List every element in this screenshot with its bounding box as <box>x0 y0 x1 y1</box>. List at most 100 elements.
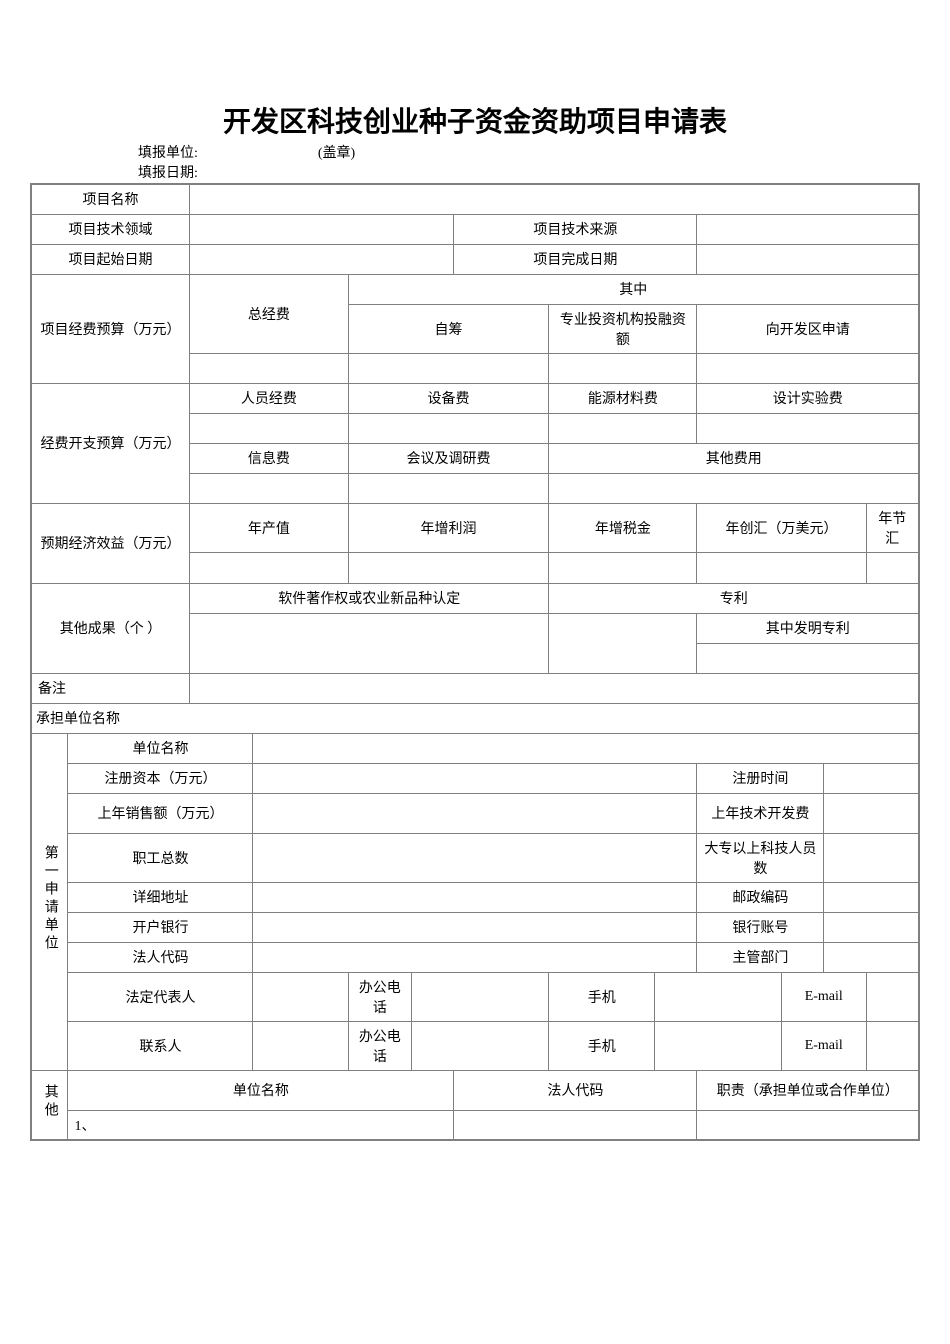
field-total-staff[interactable] <box>253 833 697 882</box>
label-tech-field: 项目技术领域 <box>31 214 190 244</box>
row-1-resp[interactable] <box>697 1110 919 1140</box>
field-tech-source[interactable] <box>697 214 919 244</box>
label-budget: 项目经费预算（万元） <box>31 274 190 383</box>
field-address[interactable] <box>253 882 697 912</box>
field-office-phone2[interactable] <box>412 1021 549 1070</box>
label-pro-invest: 专业投资机构投融资额 <box>549 304 697 353</box>
field-info[interactable] <box>190 473 349 503</box>
field-other-cost[interactable] <box>549 473 919 503</box>
field-apply-dev[interactable] <box>697 353 919 383</box>
field-self-raised[interactable] <box>348 353 549 383</box>
field-project-name[interactable] <box>190 184 919 214</box>
field-end-date[interactable] <box>697 244 919 274</box>
label-bank: 开户银行 <box>68 912 253 942</box>
field-last-rd[interactable] <box>824 793 919 833</box>
label-expense-budget: 经费开支预算（万元） <box>31 383 190 503</box>
label-equipment: 设备费 <box>348 383 549 413</box>
label-other: 其他 <box>31 1070 68 1140</box>
field-invention-patent[interactable] <box>697 643 919 673</box>
label-annual-tax: 年增税金 <box>549 503 697 553</box>
field-postcode[interactable] <box>824 882 919 912</box>
subheader: 填报单位: (盖章) 填报日期: <box>30 144 920 183</box>
field-total-cost[interactable] <box>190 353 349 383</box>
field-last-sales[interactable] <box>253 793 697 833</box>
field-legal-code[interactable] <box>253 942 697 972</box>
field-mobile2[interactable] <box>655 1021 782 1070</box>
label-info: 信息费 <box>190 443 349 473</box>
field-equipment[interactable] <box>348 413 549 443</box>
label-invention-patent: 其中发明专利 <box>697 613 919 643</box>
field-remarks[interactable] <box>190 673 919 703</box>
label-annual-profit: 年增利润 <box>348 503 549 553</box>
application-form-table: 项目名称 项目技术领域 项目技术来源 项目起始日期 项目完成日期 项目经费预算（… <box>30 183 920 1141</box>
label-end-date: 项目完成日期 <box>454 244 697 274</box>
field-unit-name[interactable] <box>253 733 919 763</box>
label-annual-forex: 年创汇（万美元） <box>697 503 866 553</box>
label-email1: E-mail <box>781 972 866 1021</box>
label-project-name: 项目名称 <box>31 184 190 214</box>
label-unit-name2: 单位名称 <box>68 1070 454 1110</box>
field-reg-time[interactable] <box>824 763 919 793</box>
label-email2: E-mail <box>781 1021 866 1070</box>
label-last-rd: 上年技术开发费 <box>697 793 824 833</box>
field-email2[interactable] <box>866 1021 919 1070</box>
field-college-staff[interactable] <box>824 833 919 882</box>
label-office-phone2: 办公电话 <box>348 1021 411 1070</box>
row-1-name[interactable]: 1、 <box>68 1110 454 1140</box>
label-contact: 联系人 <box>68 1021 253 1070</box>
label-meeting: 会议及调研费 <box>348 443 549 473</box>
field-annual-forex[interactable] <box>697 553 866 583</box>
row-1-code[interactable] <box>454 1110 697 1140</box>
label-start-date: 项目起始日期 <box>31 244 190 274</box>
label-unit-name: 单位名称 <box>68 733 253 763</box>
label-college-staff: 大专以上科技人员数 <box>697 833 824 882</box>
label-supervisor: 主管部门 <box>697 942 824 972</box>
label-of-which: 其中 <box>348 274 919 304</box>
label-address: 详细地址 <box>68 882 253 912</box>
field-annual-tax[interactable] <box>549 553 697 583</box>
field-account[interactable] <box>824 912 919 942</box>
label-legal-rep: 法定代表人 <box>68 972 253 1021</box>
field-design[interactable] <box>697 413 919 443</box>
label-design: 设计实验费 <box>697 383 919 413</box>
label-postcode: 邮政编码 <box>697 882 824 912</box>
label-legal-code2: 法人代码 <box>454 1070 697 1110</box>
field-email1[interactable] <box>866 972 919 1021</box>
form-title: 开发区科技创业种子资金资助项目申请表 <box>30 100 920 140</box>
field-meeting[interactable] <box>348 473 549 503</box>
field-start-date[interactable] <box>190 244 454 274</box>
date-label: 填报日期: <box>138 164 920 184</box>
label-remarks: 备注 <box>31 673 190 703</box>
label-personnel: 人员经费 <box>190 383 349 413</box>
label-apply-dev: 向开发区申请 <box>697 304 919 353</box>
field-annual-profit[interactable] <box>348 553 549 583</box>
field-mobile1[interactable] <box>655 972 782 1021</box>
field-personnel[interactable] <box>190 413 349 443</box>
field-annual-output[interactable] <box>190 553 349 583</box>
label-responsibility: 职责（承担单位或合作单位） <box>697 1070 919 1110</box>
label-total-staff: 职工总数 <box>68 833 253 882</box>
label-total-cost: 总经费 <box>190 274 349 353</box>
field-patent[interactable] <box>549 613 697 673</box>
field-supervisor[interactable] <box>824 942 919 972</box>
field-bank[interactable] <box>253 912 697 942</box>
field-office-phone1[interactable] <box>412 972 549 1021</box>
label-legal-code: 法人代码 <box>68 942 253 972</box>
field-annual-save[interactable] <box>866 553 919 583</box>
label-energy: 能源材料费 <box>549 383 697 413</box>
field-software[interactable] <box>190 613 549 673</box>
label-other-results: 其他成果（个 ） <box>31 583 190 673</box>
field-contact[interactable] <box>253 1021 348 1070</box>
field-reg-capital[interactable] <box>253 763 697 793</box>
label-last-sales: 上年销售额（万元） <box>68 793 253 833</box>
label-account: 银行账号 <box>697 912 824 942</box>
label-self-raised: 自筹 <box>348 304 549 353</box>
field-pro-invest[interactable] <box>549 353 697 383</box>
field-legal-rep[interactable] <box>253 972 348 1021</box>
field-energy[interactable] <box>549 413 697 443</box>
label-reg-capital: 注册资本（万元） <box>68 763 253 793</box>
label-expected-benefit: 预期经济效益（万元） <box>31 503 190 583</box>
label-annual-output: 年产值 <box>190 503 349 553</box>
label-tech-source: 项目技术来源 <box>454 214 697 244</box>
field-tech-field[interactable] <box>190 214 454 244</box>
